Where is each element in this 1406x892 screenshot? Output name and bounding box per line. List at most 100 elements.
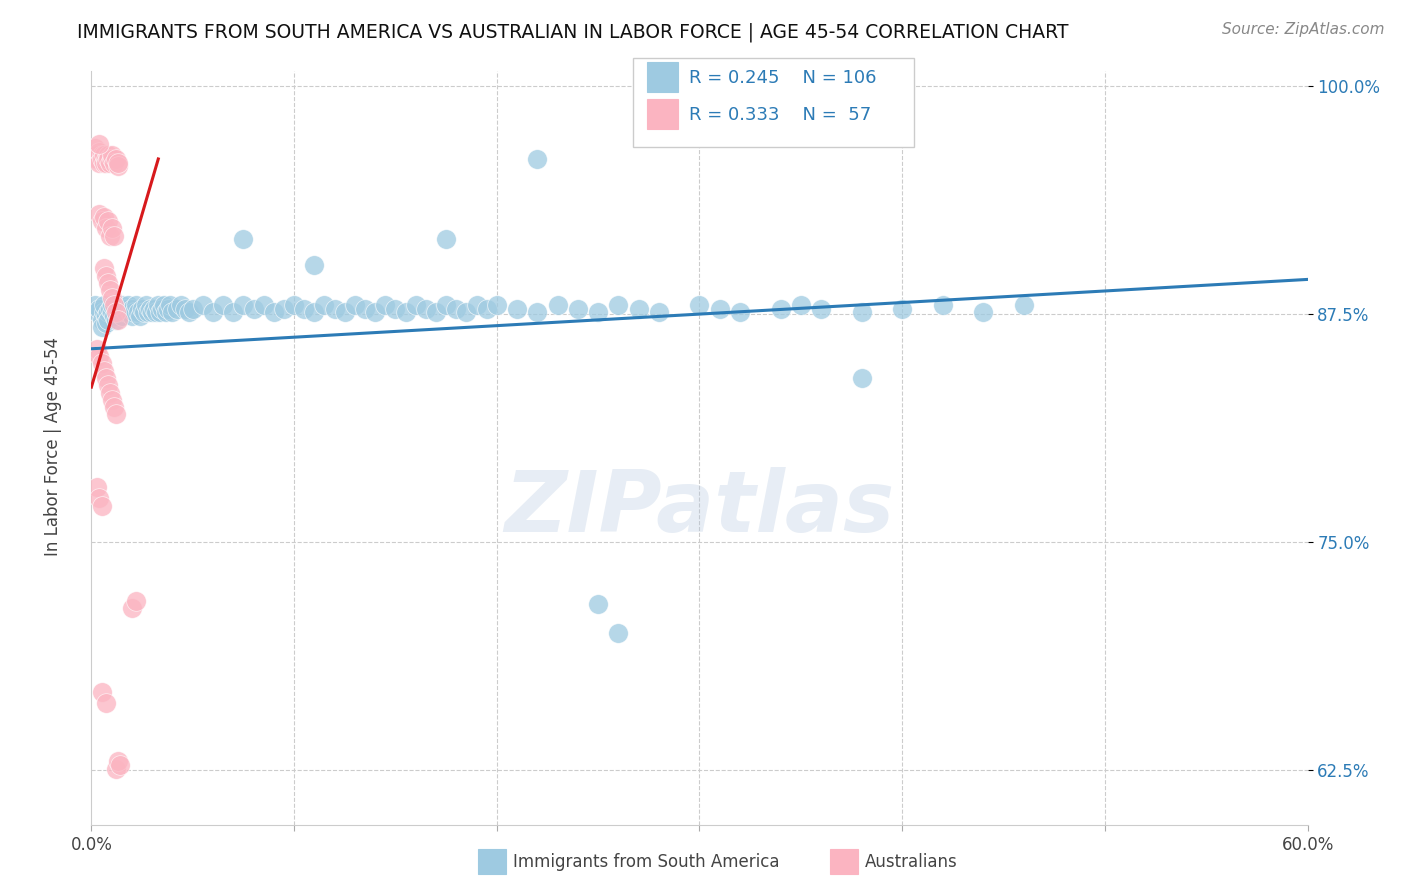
Point (93, 211, 115, 225)
Point (89, 155, 111, 169)
Point (98, 228, 121, 243)
Point (810, 301, 832, 316)
Point (89, 207, 111, 221)
Point (586, 305, 609, 319)
Point (173, 301, 195, 316)
Point (136, 305, 159, 319)
Point (135, 298, 157, 312)
Point (444, 301, 467, 316)
Point (89, 349, 111, 363)
Point (607, 626, 630, 640)
Point (150, 301, 173, 316)
Point (89, 491, 111, 506)
Point (90, 499, 112, 513)
Point (94, 268, 117, 283)
Point (465, 298, 488, 312)
Point (648, 305, 671, 319)
Text: Australians: Australians (865, 853, 957, 871)
Point (97, 276, 120, 290)
Point (627, 301, 650, 316)
Point (89, 145, 111, 159)
Point (425, 305, 447, 319)
Point (90, 152, 112, 166)
Point (90, 356, 112, 370)
Point (97, 148, 120, 162)
Point (149, 305, 172, 319)
Point (157, 301, 180, 316)
Point (98, 301, 121, 316)
Point (456, 305, 478, 319)
Point (374, 298, 396, 312)
Point (90, 148, 112, 162)
Point (851, 371, 873, 385)
Point (485, 298, 508, 312)
Point (931, 298, 953, 312)
Point (104, 312, 127, 326)
Point (475, 301, 498, 316)
Point (103, 228, 125, 243)
Point (155, 305, 177, 319)
Point (145, 305, 167, 319)
Point (98, 385, 121, 400)
Point (84, 298, 107, 312)
Point (93, 148, 115, 162)
Point (86, 305, 108, 319)
Point (129, 309, 152, 323)
Point (131, 301, 153, 316)
Point (202, 305, 225, 319)
Point (526, 152, 548, 166)
Point (98, 155, 121, 169)
Point (232, 298, 254, 312)
Point (709, 301, 731, 316)
Point (506, 301, 529, 316)
Point (103, 400, 125, 414)
Point (242, 301, 264, 316)
Point (159, 298, 181, 312)
Point (100, 291, 122, 305)
Point (115, 305, 138, 319)
Point (263, 305, 285, 319)
Point (90, 319, 112, 334)
Text: R = 0.245    N = 106: R = 0.245 N = 106 (689, 69, 876, 87)
Point (103, 309, 125, 323)
Point (100, 221, 122, 235)
Point (567, 301, 589, 316)
Point (100, 148, 122, 162)
Point (139, 301, 162, 316)
Point (148, 298, 170, 312)
Point (97, 152, 120, 166)
Point (94, 152, 117, 166)
Point (112, 301, 135, 316)
Point (273, 301, 295, 316)
Point (891, 301, 914, 316)
Point (98, 284, 121, 298)
Text: In Labor Force | Age 45-54: In Labor Force | Age 45-54 (45, 336, 62, 556)
Point (117, 298, 139, 312)
Point (94, 696, 117, 710)
Point (212, 298, 235, 312)
Point (343, 298, 366, 312)
Point (153, 298, 176, 312)
Point (607, 298, 630, 312)
Point (127, 305, 149, 319)
Point (97, 378, 120, 392)
Point (143, 301, 166, 316)
Point (90, 685, 112, 699)
Point (394, 305, 416, 319)
Point (688, 298, 710, 312)
Point (107, 159, 129, 173)
Point (141, 305, 163, 319)
Point (121, 601, 143, 615)
Point (851, 305, 873, 319)
Point (97, 305, 120, 319)
Text: Source: ZipAtlas.com: Source: ZipAtlas.com (1222, 22, 1385, 37)
Point (586, 597, 609, 611)
Point (104, 305, 127, 319)
Point (314, 298, 336, 312)
Point (93, 305, 115, 319)
Point (232, 232, 254, 246)
Point (323, 301, 346, 316)
Point (111, 298, 134, 312)
Point (166, 301, 188, 316)
Point (100, 152, 122, 166)
